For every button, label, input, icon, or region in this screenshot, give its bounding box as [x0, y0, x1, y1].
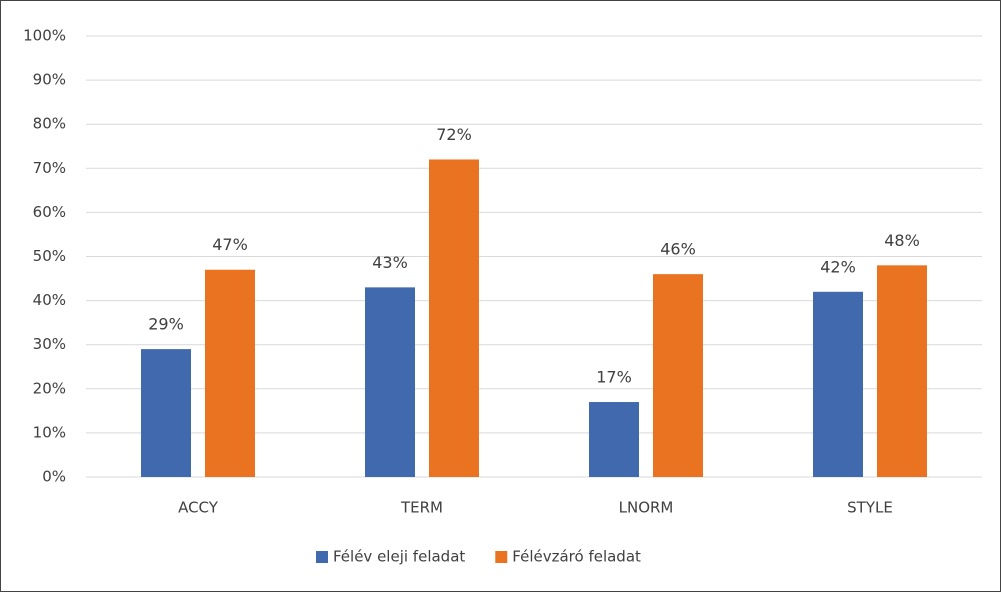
- legend-label: Félév eleji feladat: [333, 548, 465, 566]
- data-label: 47%: [212, 235, 248, 254]
- bar: [141, 349, 191, 477]
- y-tick-label: 10%: [33, 423, 66, 441]
- bar: [589, 402, 639, 477]
- data-label: 48%: [884, 231, 920, 250]
- y-tick-label: 30%: [33, 335, 66, 353]
- y-tick-label: 90%: [33, 71, 66, 89]
- y-tick-label: 40%: [33, 291, 66, 309]
- x-tick-label: ACCY: [178, 499, 219, 517]
- x-tick-label: STYLE: [847, 499, 893, 517]
- legend-label: Félévzáró feladat: [512, 548, 641, 566]
- y-tick-label: 50%: [33, 247, 66, 265]
- y-tick-label: 70%: [33, 159, 66, 177]
- y-tick-label: 80%: [33, 115, 66, 133]
- y-tick-label: 60%: [33, 203, 66, 221]
- bar: [653, 274, 703, 477]
- bar: [429, 159, 479, 478]
- y-tick-label: 100%: [23, 27, 66, 45]
- bar: [813, 291, 863, 477]
- legend-swatch: [495, 551, 508, 563]
- data-label: 42%: [820, 257, 856, 276]
- y-tick-label: 20%: [33, 379, 66, 397]
- legend-swatch: [316, 551, 328, 563]
- bar: [205, 269, 255, 477]
- bar: [365, 287, 415, 477]
- data-label: 29%: [148, 315, 184, 334]
- bar: [877, 265, 927, 477]
- data-label: 72%: [436, 125, 472, 144]
- x-tick-label: TERM: [400, 499, 443, 517]
- y-tick-label: 0%: [42, 468, 66, 486]
- data-label: 17%: [596, 368, 632, 387]
- x-tick-label: LNORM: [619, 499, 674, 517]
- data-label: 43%: [372, 253, 408, 272]
- data-label: 46%: [660, 240, 696, 259]
